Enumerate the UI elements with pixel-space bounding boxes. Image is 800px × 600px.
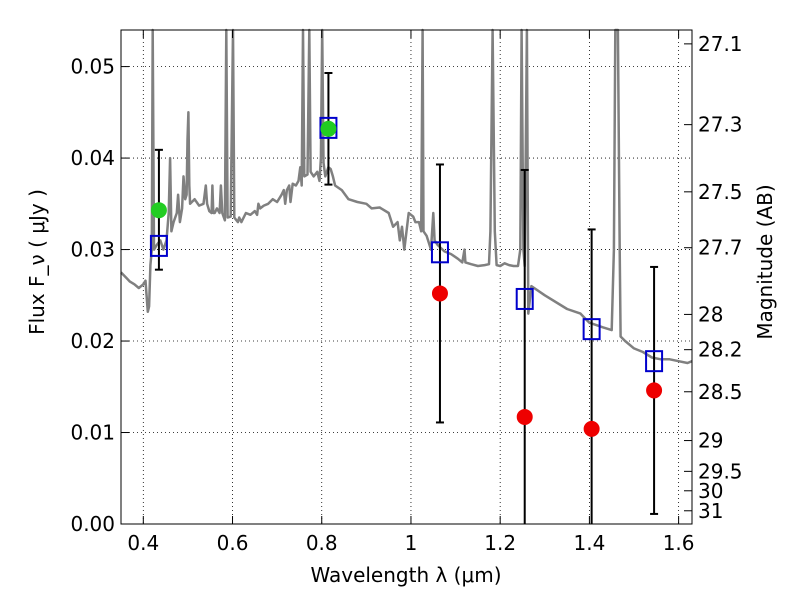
y-tick-label: 0.01 bbox=[70, 421, 115, 445]
observed-photometry-points bbox=[150, 120, 663, 437]
observed-point-marker bbox=[320, 120, 337, 137]
y2-tick-label: 29 bbox=[698, 429, 723, 453]
x-tick-label: 1.6 bbox=[663, 531, 695, 555]
x-axis-label: Wavelength λ (μm) bbox=[310, 563, 501, 587]
x-tick-label: 1.2 bbox=[484, 531, 516, 555]
observed-point-marker bbox=[150, 202, 167, 219]
y-tick-label: 0.00 bbox=[70, 512, 115, 536]
y2-tick-label: 27.3 bbox=[698, 113, 743, 137]
model-square-marker bbox=[319, 116, 338, 139]
y-tick-label: 0.04 bbox=[70, 146, 115, 170]
spectrum-line bbox=[120, 28, 693, 365]
y2-tick-label: 29.5 bbox=[698, 459, 743, 483]
observed-point-marker bbox=[516, 408, 533, 425]
model-square-marker bbox=[430, 241, 449, 264]
y2-tick-label: 27.1 bbox=[698, 32, 743, 56]
y-tick-label: 0.05 bbox=[70, 55, 115, 79]
x-tick-label: 0.6 bbox=[217, 531, 249, 555]
y2-tick-label: 28.2 bbox=[698, 338, 743, 362]
y2-tick-label: 31 bbox=[698, 499, 723, 523]
y-axis-label: Flux F_ν ( μJy ) bbox=[25, 189, 49, 335]
model-square-marker bbox=[149, 234, 168, 257]
y-tick-label: 0.02 bbox=[70, 329, 115, 353]
model-photometry-squares bbox=[149, 116, 664, 373]
model-square-marker bbox=[645, 350, 664, 373]
x-tick-label: 1.4 bbox=[573, 531, 605, 555]
model-square-marker bbox=[582, 318, 601, 341]
grid-lines bbox=[121, 30, 692, 525]
y2-axis-label: Magnitude (AB) bbox=[753, 184, 777, 339]
model-spectrum bbox=[120, 28, 693, 365]
model-square-marker bbox=[515, 287, 534, 310]
observed-point-marker bbox=[583, 420, 600, 437]
y-tick-label: 0.03 bbox=[70, 238, 115, 262]
x-tick-label: 0.8 bbox=[306, 531, 338, 555]
y2-tick-label: 27.7 bbox=[698, 236, 743, 260]
y2-tick-label: 27.5 bbox=[698, 180, 743, 204]
y2-tick-label: 28.5 bbox=[698, 380, 743, 404]
plot-frame bbox=[120, 29, 693, 525]
y2-tick-label: 30 bbox=[698, 479, 723, 503]
axis-ticks: 0.4 0.6 0.8 1 1.2 1.4 1.6 0.00 0.01 0.02 0.03 0.04 0… bbox=[70, 30, 743, 555]
x-tick-label: 0.4 bbox=[127, 531, 159, 555]
observed-point-marker bbox=[431, 285, 448, 302]
x-tick-label: 1 bbox=[405, 531, 418, 555]
y2-tick-label: 28 bbox=[698, 302, 723, 326]
observed-point-marker bbox=[646, 382, 663, 399]
